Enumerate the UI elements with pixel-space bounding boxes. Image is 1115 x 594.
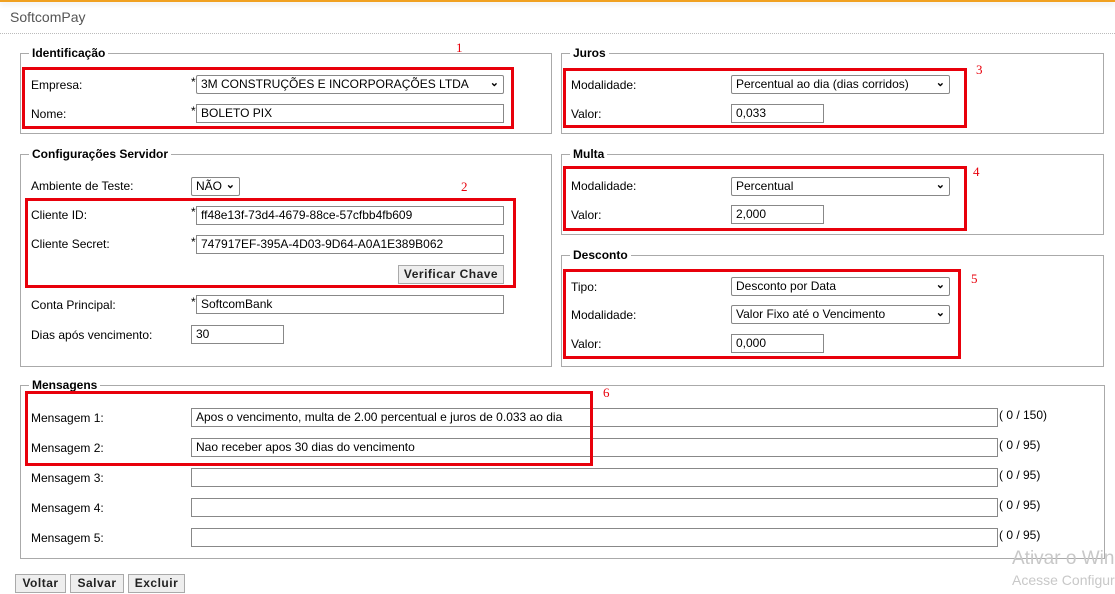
required-mark: * [191, 295, 196, 309]
fieldset-desconto: Desconto [561, 248, 1104, 367]
required-mark: * [191, 104, 196, 118]
windows-activation-subtext: Acesse Configurações [1012, 572, 1115, 588]
dias-input[interactable]: 30 [191, 325, 284, 344]
multa-modalidade-select[interactable]: Percentual ⌄ [731, 177, 950, 196]
chevron-down-icon: ⌄ [935, 307, 945, 319]
highlight-box-4 [563, 166, 967, 231]
app-title: SoftcomPay [10, 9, 86, 25]
desconto-valor-label: Valor: [571, 337, 602, 351]
conta-label: Conta Principal: [31, 298, 116, 312]
mensagem-4-counter: ( 0 / 95) [999, 498, 1041, 512]
fieldset-multa: Multa [561, 147, 1104, 235]
annotation-5: 5 [971, 271, 978, 286]
fieldset-servidor: Configurações Servidor [20, 147, 552, 367]
legend-servidor: Configurações Servidor [29, 147, 172, 161]
highlight-box-1 [22, 67, 514, 129]
cliente-secret-label: Cliente Secret: [31, 237, 110, 251]
mensagem-1-label: Mensagem 1: [31, 411, 104, 425]
cliente-id-input[interactable]: ff48e13f-73d4-4679-88ce-57cfbb4fb609 [196, 206, 504, 225]
annotation-6: 6 [603, 385, 610, 400]
required-mark: * [191, 235, 196, 249]
mensagem-5-input[interactable] [191, 528, 998, 547]
annotation-3: 3 [976, 62, 983, 77]
title-divider [0, 33, 1115, 34]
mensagem-3-label: Mensagem 3: [31, 471, 104, 485]
mensagem-3-input[interactable] [191, 468, 998, 487]
desconto-tipo-label: Tipo: [571, 280, 598, 294]
empresa-value: 3M CONSTRUÇÕES E INCORPORAÇÕES LTDA [201, 77, 469, 91]
legend-identificacao: Identificação [29, 46, 109, 60]
fieldset-juros: Juros [561, 46, 1104, 134]
empresa-label: Empresa: [31, 78, 83, 92]
juros-modalidade-select[interactable]: Percentual ao dia (dias corridos) ⌄ [731, 75, 950, 94]
chevron-down-icon: ⌄ [935, 77, 945, 89]
mensagem-3-counter: ( 0 / 95) [999, 468, 1041, 482]
desconto-modalidade-select[interactable]: Valor Fixo até o Vencimento ⌄ [731, 305, 950, 324]
desconto-modalidade-value: Valor Fixo até o Vencimento [736, 307, 886, 321]
annotation-4: 4 [973, 164, 980, 179]
top-accent-bar [0, 0, 1115, 2]
annotation-1: 1 [456, 40, 463, 55]
legend-mensagens: Mensagens [29, 378, 101, 392]
legend-desconto: Desconto [570, 248, 631, 262]
highlight-box-5 [563, 269, 961, 359]
multa-valor-label: Valor: [571, 208, 602, 222]
mensagem-2-label: Mensagem 2: [31, 441, 104, 455]
desconto-tipo-value: Desconto por Data [736, 279, 837, 293]
mensagem-2-counter: ( 0 / 95) [999, 438, 1041, 452]
juros-modalidade-value: Percentual ao dia (dias corridos) [736, 77, 909, 91]
verificar-chave-button[interactable]: Verificar Chave [398, 265, 504, 284]
desconto-valor-input[interactable]: 0,000 [731, 334, 824, 353]
chevron-down-icon: ⌄ [225, 179, 235, 191]
mensagem-2-input[interactable]: Nao receber apos 30 dias do vencimento [191, 438, 998, 457]
required-mark: * [191, 75, 196, 89]
juros-valor-label: Valor: [571, 107, 602, 121]
ambiente-value: NÃO [196, 179, 223, 193]
ambiente-select[interactable]: NÃO ⌄ [191, 177, 240, 196]
mensagem-4-input[interactable] [191, 498, 998, 517]
salvar-button[interactable]: Salvar [70, 574, 124, 593]
fieldset-mensagens: Mensagens [20, 378, 1105, 559]
fieldset-identificacao: Identificação [20, 46, 552, 134]
excluir-button[interactable]: Excluir [128, 574, 185, 593]
windows-activation-watermark: Ativar o Windows [1012, 548, 1115, 569]
multa-valor-input[interactable]: 2,000 [731, 205, 824, 224]
chevron-down-icon: ⌄ [935, 279, 945, 291]
nome-input[interactable]: BOLETO PIX [196, 104, 504, 123]
highlight-box-2 [25, 198, 516, 288]
dias-label: Dias após vencimento: [31, 328, 153, 342]
legend-multa: Multa [570, 147, 608, 161]
mensagem-5-counter: ( 0 / 95) [999, 528, 1041, 542]
ambiente-label: Ambiente de Teste: [31, 179, 134, 193]
required-mark: * [191, 205, 196, 219]
nome-label: Nome: [31, 107, 67, 121]
mensagem-4-label: Mensagem 4: [31, 501, 104, 515]
mensagem-1-input[interactable]: Apos o vencimento, multa de 2.00 percent… [191, 408, 998, 427]
highlight-box-6 [25, 391, 593, 466]
cliente-id-label: Cliente ID: [31, 208, 88, 222]
highlight-box-3 [563, 68, 967, 128]
annotation-2: 2 [461, 179, 468, 194]
multa-modalidade-label: Modalidade: [571, 179, 637, 193]
cliente-secret-input[interactable]: 747917EF-395A-4D03-9D64-A0A1E389B062 [196, 235, 504, 254]
legend-juros: Juros [570, 46, 609, 60]
mensagem-1-counter: ( 0 / 150) [999, 408, 1048, 422]
voltar-button[interactable]: Voltar [15, 574, 66, 593]
desconto-modalidade-label: Modalidade: [571, 308, 637, 322]
chevron-down-icon: ⌄ [489, 77, 499, 89]
desconto-tipo-select[interactable]: Desconto por Data ⌄ [731, 277, 950, 296]
multa-modalidade-value: Percentual [736, 179, 794, 193]
chevron-down-icon: ⌄ [935, 179, 945, 191]
mensagem-5-label: Mensagem 5: [31, 531, 104, 545]
empresa-select[interactable]: 3M CONSTRUÇÕES E INCORPORAÇÕES LTDA ⌄ [196, 75, 504, 94]
juros-modalidade-label: Modalidade: [571, 78, 637, 92]
conta-input[interactable]: SoftcomBank [196, 295, 504, 314]
juros-valor-input[interactable]: 0,033 [731, 104, 824, 123]
